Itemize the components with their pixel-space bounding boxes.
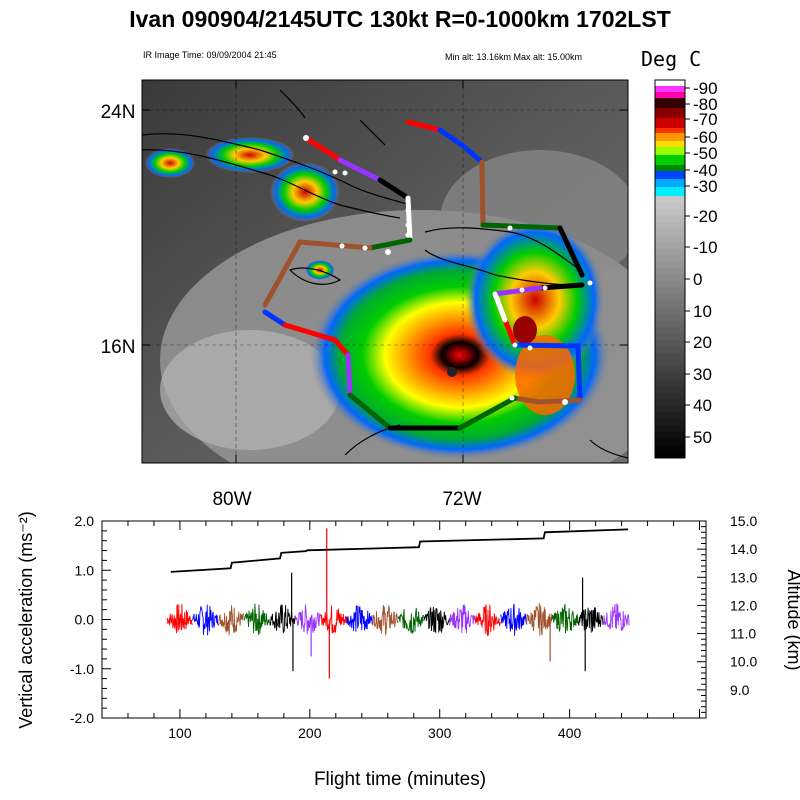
acceleration-segment — [166, 603, 193, 634]
lon-label-80w: 80W — [212, 489, 251, 510]
colorbar-label: 50 — [693, 428, 712, 447]
lat-label-24n: 24N — [101, 102, 136, 123]
convection-cell — [270, 162, 340, 222]
y-left-tick-label: 2.0 — [75, 513, 95, 529]
lon-label-72w: 72W — [442, 489, 481, 510]
satellite-map: 24N 16N 80W 72W — [101, 79, 629, 510]
y-right-tick-label: 11.0 — [730, 626, 756, 642]
x-tick-label: 400 — [558, 725, 582, 741]
acceleration-segment — [269, 604, 296, 634]
convection-cell — [305, 260, 335, 280]
rainband — [465, 220, 605, 380]
colorbar-label: -70 — [693, 110, 718, 129]
colorbar-title: Deg C — [641, 47, 702, 71]
y-left-tick-label: 1.0 — [75, 562, 95, 578]
chart-title: Ivan 090904/2145UTC 130kt R=0-1000km 170… — [129, 6, 671, 32]
acceleration-segment — [449, 604, 476, 634]
y-axis-left-label: Vertical acceleration (ms⁻²) — [16, 511, 36, 729]
acceleration-segment — [500, 603, 527, 636]
convection-cell — [205, 137, 295, 173]
colorbar-label: -80 — [693, 95, 718, 114]
acceleration-segment — [603, 603, 630, 631]
colorbar-label: 40 — [693, 396, 712, 415]
altitude-range: Min alt: 13.16km Max alt: 15.00km — [445, 52, 583, 62]
x-tick-label: 100 — [168, 725, 192, 741]
altitude-line — [170, 528, 629, 573]
acceleration-segment — [397, 607, 425, 634]
acceleration-segment — [346, 605, 373, 632]
acceleration-segment — [243, 603, 270, 636]
y-right-tick-label: 14.0 — [730, 541, 757, 557]
colorbar-label: 20 — [693, 333, 712, 352]
colorbar-label: 10 — [693, 302, 712, 321]
dropsonde-points — [303, 135, 593, 405]
colorbar-label: -20 — [693, 207, 718, 226]
acceleration-segment — [577, 607, 604, 633]
acceleration-segment — [474, 604, 502, 636]
y-left-tick-label: -2.0 — [70, 710, 94, 726]
acceleration-segment — [551, 604, 579, 634]
y-axis-right-label: Altitude (km) — [784, 569, 800, 670]
colorbar: -90-80-70-60-50-40-30 -20 -10 0 10 20 30 40 50 — [654, 79, 718, 459]
acceleration-segment — [526, 603, 553, 636]
coastlines — [142, 89, 628, 459]
colorbar-label: -40 — [693, 161, 718, 180]
time-series-plot: 100 200 300 400 2.0 1.0 0.0 -1.0 -2.0 15.0 14.0 1… — [16, 511, 800, 790]
hurricane-eye — [447, 367, 457, 377]
ir-image-time: IR Image Time: 09/09/2004 21:45 — [143, 50, 277, 60]
y-right-tick-label: 10.0 — [730, 654, 757, 670]
x-axis-label: Flight time (minutes) — [314, 769, 486, 790]
colorbar-label: 0 — [693, 270, 702, 289]
x-tick-label: 200 — [298, 725, 322, 741]
colorbar-label: -50 — [693, 144, 718, 163]
y-right-tick-label: 15.0 — [730, 513, 757, 529]
acceleration-segment — [372, 604, 399, 636]
convection-cell — [145, 148, 195, 178]
y-right-tick-label: 13.0 — [730, 569, 757, 585]
acceleration-segment — [423, 606, 450, 634]
colorbar-label: -90 — [693, 79, 718, 98]
y-right-tick-label: 9.0 — [730, 682, 750, 698]
y-right-tick-label: 12.0 — [730, 597, 757, 613]
lat-label-16n: 16N — [101, 337, 136, 358]
x-tick-label: 300 — [428, 725, 452, 741]
colorbar-label: -10 — [693, 238, 718, 257]
vertical-acceleration-trace — [166, 528, 630, 679]
acceleration-segment — [217, 605, 245, 636]
acceleration-segment — [320, 605, 347, 634]
colorbar-label: 30 — [693, 365, 712, 384]
colorbar-label: -60 — [693, 128, 718, 147]
y-left-tick-label: 0.0 — [75, 612, 95, 628]
acceleration-segment — [192, 604, 219, 636]
acceleration-segment — [294, 604, 322, 635]
y-left-tick-label: -1.0 — [70, 661, 94, 677]
colorbar-label: -30 — [693, 177, 718, 196]
